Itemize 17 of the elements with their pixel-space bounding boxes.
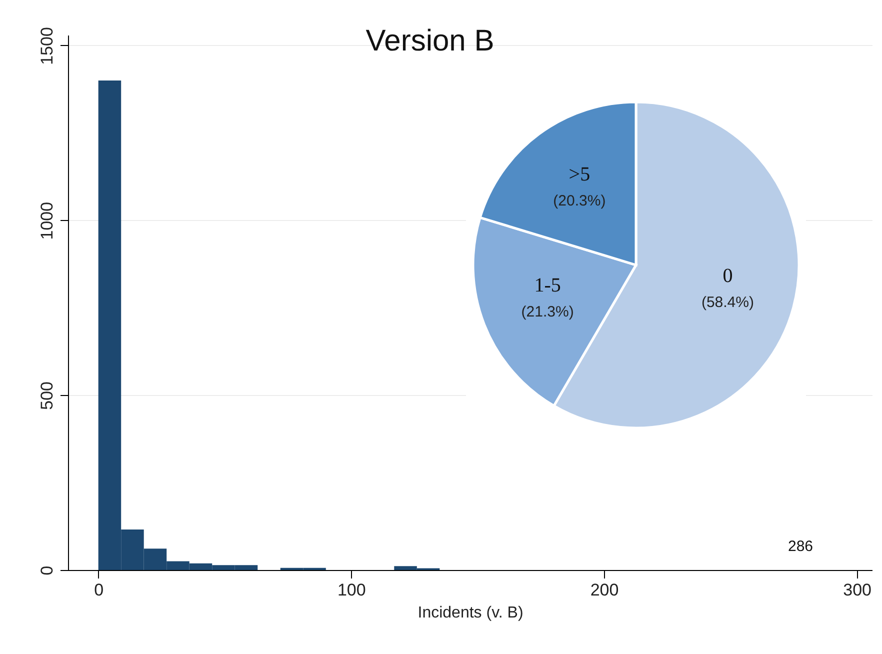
y-tick-label: 500 — [38, 381, 56, 410]
slice-label: 1-5 — [534, 274, 561, 297]
data-label: (58.4%) — [701, 294, 754, 311]
slice-label: >5 — [568, 164, 590, 186]
chart-title: Version B — [366, 24, 494, 58]
y-tick-label: 1000 — [38, 202, 56, 240]
data-label: (21.3%) — [521, 304, 574, 321]
annotation: 286 — [788, 538, 814, 555]
y-tick-label: 0 — [38, 566, 56, 576]
x-tick-label: 200 — [590, 580, 619, 600]
y-tick-label: 1500 — [38, 27, 56, 65]
data-label: (20.3%) — [553, 192, 606, 210]
x-axis-title: Incidents (v. B) — [418, 604, 524, 622]
x-tick-label: 300 — [843, 580, 872, 600]
x-tick-label: 0 — [94, 580, 104, 600]
x-tick-label: 100 — [337, 580, 366, 600]
slice-label: 0 — [722, 264, 733, 287]
